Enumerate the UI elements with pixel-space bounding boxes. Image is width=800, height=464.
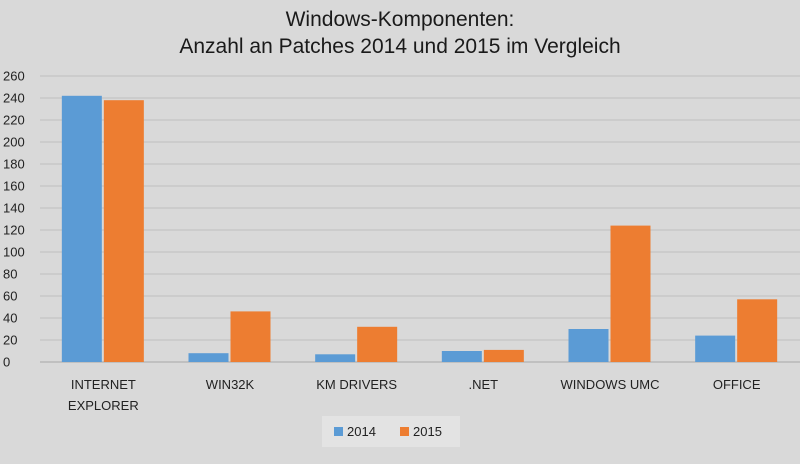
bar-2015 <box>737 299 778 362</box>
x-category-label: .NET <box>469 377 499 392</box>
bar-2015 <box>357 326 398 362</box>
x-category-label: KM DRIVERS <box>316 377 397 392</box>
x-category-label: WINDOWS UMC <box>561 377 660 392</box>
bar-2014 <box>61 95 102 363</box>
bar-2014 <box>188 353 229 362</box>
y-tick-label: 180 <box>3 157 25 172</box>
legend-swatch-2014 <box>334 427 343 436</box>
x-category-label: EXPLORER <box>68 398 139 413</box>
x-axis: INTERNET EXPLORER WIN32K KM DRIVERS .NET WIND… <box>68 377 761 413</box>
y-tick-label: 200 <box>3 135 25 150</box>
y-tick-label: 40 <box>3 311 17 326</box>
legend-box <box>322 416 460 447</box>
y-tick-label: 120 <box>3 223 25 238</box>
bar-2015 <box>103 100 144 362</box>
legend-label-2014: 2014 <box>347 424 376 439</box>
x-category-label: INTERNET <box>71 377 136 392</box>
bar-2014 <box>441 351 482 362</box>
gridlines <box>40 75 800 363</box>
y-tick-label: 60 <box>3 289 17 304</box>
legend-swatch-2015 <box>400 427 409 436</box>
y-tick-label: 80 <box>3 267 17 282</box>
y-tick-label: 0 <box>3 355 10 370</box>
y-tick-label: 240 <box>3 91 25 106</box>
bar-2014 <box>568 329 609 362</box>
legend-label-2015: 2015 <box>413 424 442 439</box>
y-tick-label: 20 <box>3 333 17 348</box>
chart-title-line: Windows-Komponenten: <box>286 8 515 31</box>
y-tick-label: 260 <box>3 69 25 84</box>
bar-2014 <box>695 335 736 362</box>
chart-title-line: Anzahl an Patches 2014 und 2015 im Vergl… <box>179 35 620 58</box>
bar-2015 <box>610 225 651 362</box>
y-tick-label: 220 <box>3 113 25 128</box>
bars <box>61 95 778 363</box>
y-tick-label: 100 <box>3 245 25 260</box>
legend: 2014 2015 <box>322 416 460 447</box>
bar-2015 <box>483 349 524 362</box>
chart-title: Windows-Komponenten: Anzahl an Patches 20… <box>179 8 620 58</box>
x-category-label: WIN32K <box>206 377 255 392</box>
x-category-label: OFFICE <box>713 377 761 392</box>
y-tick-label: 160 <box>3 179 25 194</box>
y-axis: 0 20 40 60 80 100 120 140 160 180 200 220 240 260 <box>3 69 25 370</box>
bar-2015 <box>230 311 271 362</box>
bar-2014 <box>315 354 356 362</box>
y-tick-label: 140 <box>3 201 25 216</box>
